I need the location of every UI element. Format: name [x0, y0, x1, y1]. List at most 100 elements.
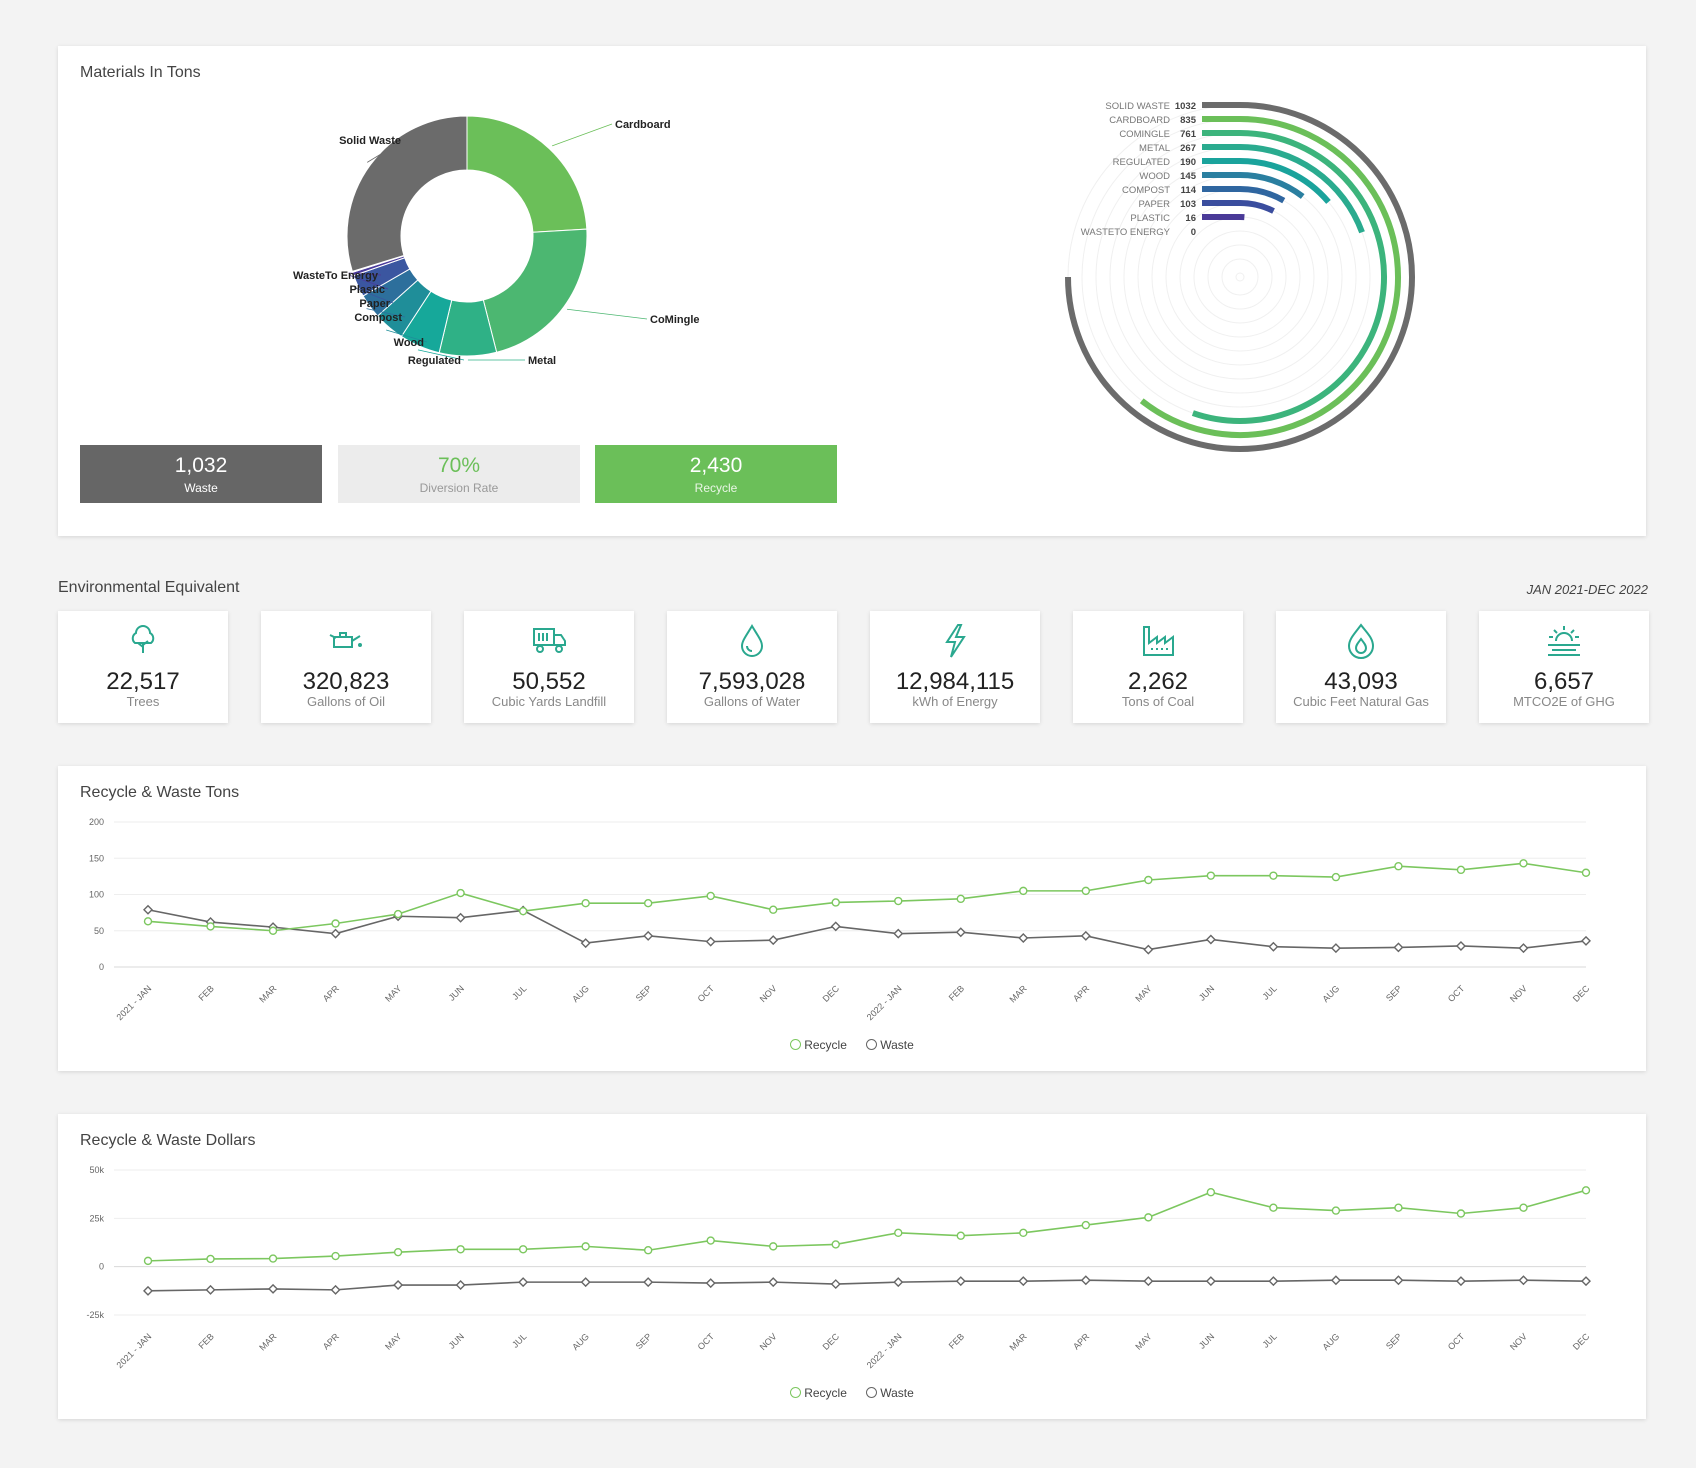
data-point-waste[interactable]	[830, 921, 841, 932]
legend-recycle[interactable]: Recycle	[790, 1038, 847, 1052]
data-point-recycle[interactable]	[143, 1256, 153, 1266]
data-point-waste[interactable]	[1143, 944, 1154, 955]
data-point-waste[interactable]	[1143, 1276, 1154, 1287]
data-point-recycle[interactable]	[706, 1236, 715, 1245]
data-point-recycle[interactable]	[706, 891, 715, 901]
data-point-recycle[interactable]	[268, 926, 278, 935]
data-point-recycle[interactable]	[331, 1251, 340, 1261]
data-point-recycle[interactable]	[1206, 1188, 1216, 1197]
data-point-waste[interactable]	[1330, 1275, 1341, 1286]
data-point-waste[interactable]	[1393, 942, 1404, 953]
data-point-recycle[interactable]	[643, 1246, 653, 1255]
legend-recycle[interactable]: Recycle	[790, 1386, 847, 1400]
data-point-recycle[interactable]	[1081, 886, 1091, 896]
data-point-waste[interactable]	[268, 1283, 279, 1294]
data-point-waste[interactable]	[1268, 1276, 1279, 1287]
data-point-waste[interactable]	[1455, 940, 1466, 951]
data-point-waste[interactable]	[1268, 941, 1279, 952]
radial-bar-compost[interactable]	[1202, 186, 1286, 204]
data-point-recycle[interactable]	[1581, 1186, 1591, 1195]
radial-bar-solid-waste[interactable]	[1065, 102, 1415, 452]
legend-waste[interactable]: Waste	[866, 1038, 914, 1052]
data-point-waste[interactable]	[1205, 934, 1216, 945]
data-point-recycle[interactable]	[1331, 872, 1341, 882]
data-point-recycle[interactable]	[206, 922, 215, 931]
data-point-waste[interactable]	[580, 1277, 591, 1288]
data-point-recycle[interactable]	[456, 888, 465, 898]
data-point-waste[interactable]	[580, 938, 591, 949]
data-point-recycle[interactable]	[518, 906, 528, 916]
data-point-waste[interactable]	[205, 1284, 216, 1295]
data-point-waste[interactable]	[768, 1277, 779, 1288]
data-point-recycle[interactable]	[1519, 859, 1528, 868]
data-point-waste[interactable]	[1518, 1275, 1529, 1286]
data-point-recycle[interactable]	[581, 1242, 590, 1251]
data-point-recycle[interactable]	[331, 919, 340, 928]
data-point-waste[interactable]	[1080, 1275, 1091, 1286]
data-point-waste[interactable]	[143, 1285, 153, 1296]
data-point-waste[interactable]	[1330, 943, 1341, 954]
data-point-recycle[interactable]	[581, 898, 590, 908]
data-point-waste[interactable]	[830, 1279, 841, 1290]
data-point-recycle[interactable]	[1269, 871, 1278, 880]
data-point-recycle[interactable]	[1581, 868, 1591, 877]
data-point-recycle[interactable]	[894, 896, 903, 906]
legend-waste[interactable]: Waste	[866, 1386, 914, 1400]
radial-bar-comingle[interactable]	[1191, 130, 1387, 424]
data-point-recycle[interactable]	[1331, 1206, 1341, 1215]
data-point-waste[interactable]	[893, 1277, 904, 1288]
data-point-waste[interactable]	[705, 1278, 716, 1289]
data-point-recycle[interactable]	[143, 917, 153, 926]
data-point-recycle[interactable]	[456, 1245, 465, 1254]
data-point-recycle[interactable]	[1519, 1203, 1528, 1212]
data-point-waste[interactable]	[1393, 1275, 1404, 1286]
data-point-recycle[interactable]	[1394, 862, 1403, 871]
data-point-waste[interactable]	[643, 1277, 654, 1288]
data-point-recycle[interactable]	[1456, 865, 1466, 875]
data-point-recycle[interactable]	[956, 894, 965, 904]
data-point-waste[interactable]	[518, 1277, 529, 1288]
data-point-recycle[interactable]	[518, 1245, 528, 1254]
data-point-recycle[interactable]	[1456, 1209, 1466, 1218]
data-point-recycle[interactable]	[956, 1231, 965, 1240]
donut-slice-solid-waste[interactable]	[346, 115, 468, 273]
data-point-recycle[interactable]	[769, 905, 778, 914]
data-point-recycle[interactable]	[1394, 1203, 1403, 1212]
radial-bar-wood[interactable]	[1202, 172, 1305, 199]
data-point-waste[interactable]	[643, 930, 654, 941]
donut-slice-comingle[interactable]	[482, 228, 588, 353]
data-point-waste[interactable]	[455, 912, 466, 923]
data-point-recycle[interactable]	[1019, 886, 1028, 896]
data-point-recycle[interactable]	[393, 1247, 403, 1257]
data-point-recycle[interactable]	[1019, 1228, 1028, 1238]
data-point-waste[interactable]	[1018, 1276, 1029, 1287]
data-point-waste[interactable]	[955, 927, 966, 938]
donut-slice-cardboard[interactable]	[466, 115, 588, 233]
data-point-recycle[interactable]	[1269, 1203, 1278, 1212]
data-point-waste[interactable]	[893, 928, 904, 939]
data-point-recycle[interactable]	[769, 1242, 778, 1251]
data-point-recycle[interactable]	[643, 898, 653, 908]
data-point-waste[interactable]	[455, 1280, 466, 1291]
data-point-recycle[interactable]	[894, 1228, 903, 1238]
data-point-recycle[interactable]	[831, 1240, 840, 1249]
data-point-waste[interactable]	[1018, 933, 1029, 943]
data-point-waste[interactable]	[705, 936, 716, 947]
data-point-recycle[interactable]	[393, 909, 403, 919]
data-point-waste[interactable]	[1205, 1276, 1216, 1287]
data-point-waste[interactable]	[330, 928, 341, 939]
radial-bar-regulated[interactable]	[1202, 158, 1331, 204]
data-point-recycle[interactable]	[831, 898, 840, 907]
radial-bar-metal[interactable]	[1202, 144, 1365, 234]
data-point-waste[interactable]	[1080, 930, 1091, 941]
data-point-waste[interactable]	[1455, 1276, 1466, 1287]
data-point-recycle[interactable]	[268, 1254, 278, 1263]
data-point-waste[interactable]	[768, 935, 779, 946]
data-point-waste[interactable]	[1581, 1276, 1591, 1287]
radial-bar-paper[interactable]	[1202, 200, 1275, 214]
data-point-waste[interactable]	[1518, 943, 1529, 954]
data-point-recycle[interactable]	[206, 1254, 215, 1264]
data-point-waste[interactable]	[330, 1284, 341, 1295]
data-point-waste[interactable]	[1581, 935, 1591, 946]
data-point-recycle[interactable]	[1081, 1220, 1091, 1230]
